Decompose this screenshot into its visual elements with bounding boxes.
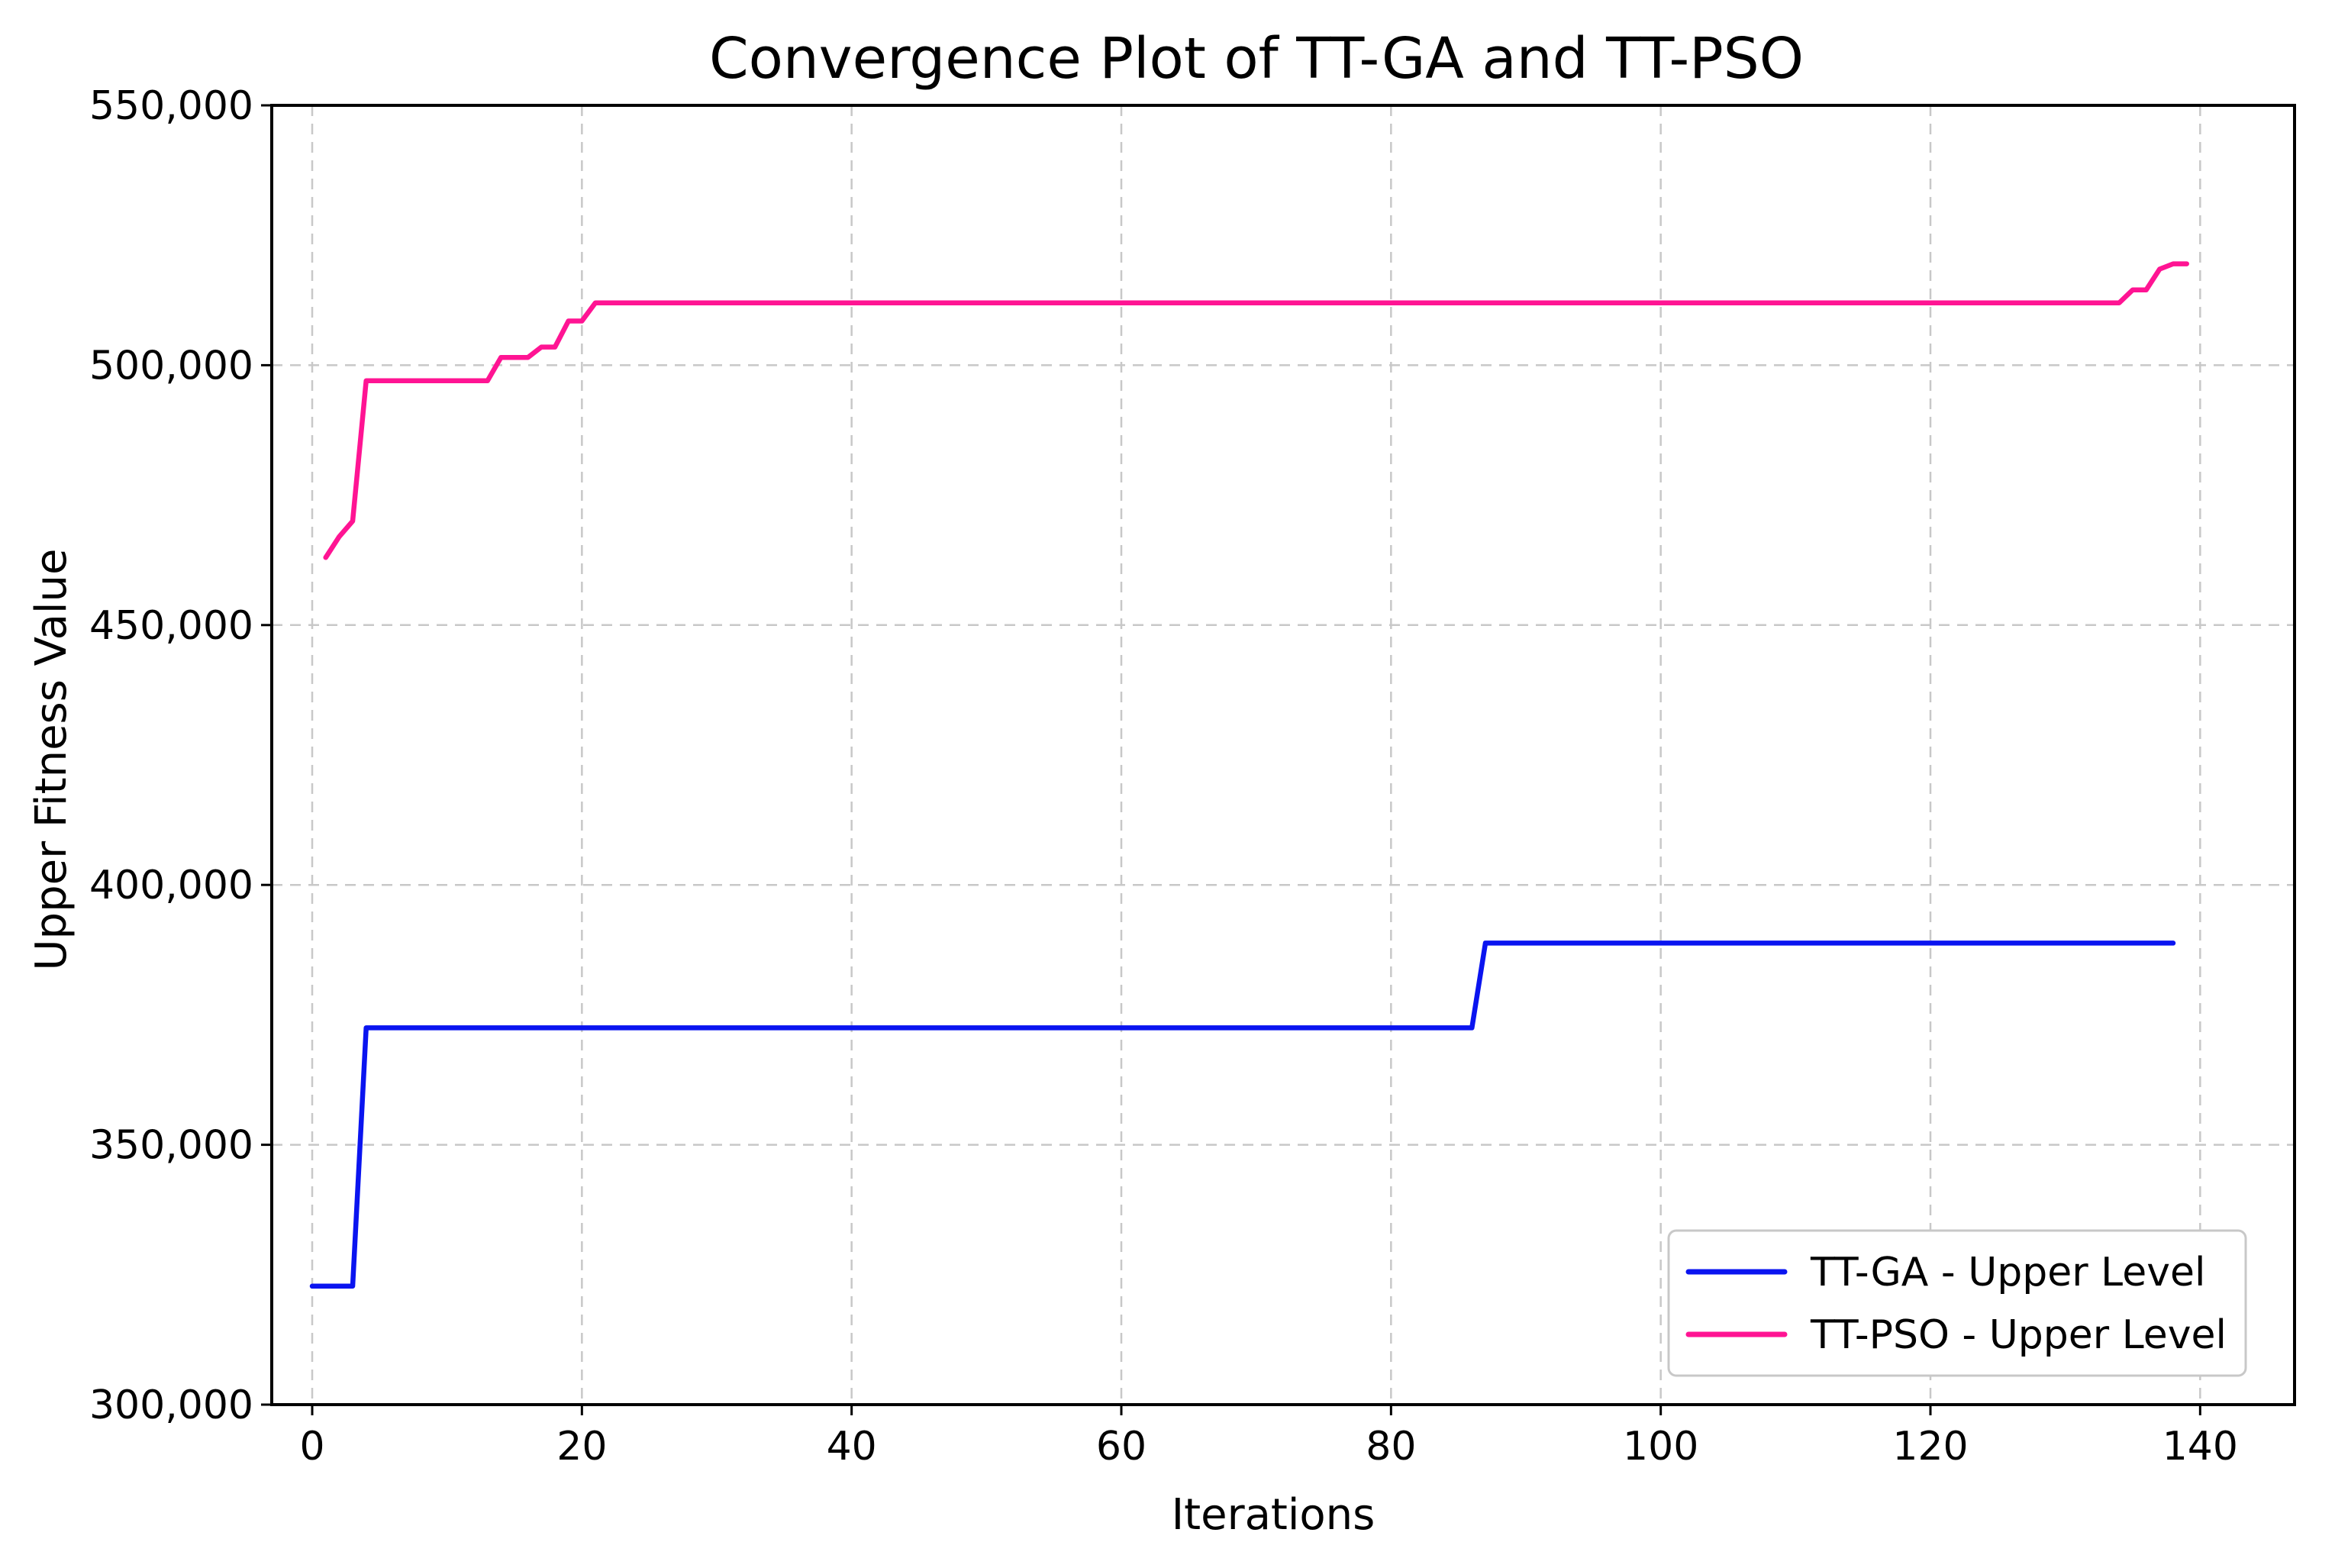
y-tick-label: 300,000 <box>89 1382 253 1428</box>
plot-area <box>270 104 2296 1406</box>
x-tick-label: 80 <box>1366 1424 1416 1470</box>
x-tick-label: 0 <box>299 1424 324 1470</box>
y-axis: 300,000 350,000 400,000 450,000 500,000 550,0… <box>89 83 272 1428</box>
x-axis: 0 20 40 60 80 100 120 140 <box>299 1405 2238 1470</box>
x-tick-label: 140 <box>2162 1424 2238 1470</box>
x-tick-label: 60 <box>1096 1424 1147 1470</box>
x-tick-label: 20 <box>556 1424 607 1470</box>
x-tick-label: 100 <box>1623 1424 1698 1470</box>
series-layer <box>309 261 2189 1289</box>
chart-title: Convergence Plot of TT-GA and TT-PSO <box>709 26 1804 92</box>
y-tick-label: 550,000 <box>89 83 253 129</box>
x-tick-label: 120 <box>1892 1424 1968 1470</box>
y-tick-label: 450,000 <box>89 603 253 649</box>
legend-label-tt-ga: TT-GA - Upper Level <box>1810 1250 2205 1295</box>
series-line-tt-ga <box>309 940 2176 1289</box>
x-axis-label: Iterations <box>1172 1490 1376 1540</box>
y-tick-label: 400,000 <box>89 863 253 908</box>
y-axis-label: Upper Fitness Value <box>27 549 76 971</box>
legend: TT-GA - Upper Level TT-PSO - Upper Level <box>1667 1229 2247 1377</box>
series-line-tt-pso <box>323 261 2189 560</box>
y-tick-label: 350,000 <box>89 1123 253 1169</box>
y-tick-label: 500,000 <box>89 343 253 389</box>
grid <box>272 105 2295 1405</box>
legend-box <box>1667 1229 2247 1377</box>
x-tick-label: 40 <box>827 1424 877 1470</box>
legend-label-tt-pso: TT-PSO - Upper Level <box>1810 1312 2227 1358</box>
